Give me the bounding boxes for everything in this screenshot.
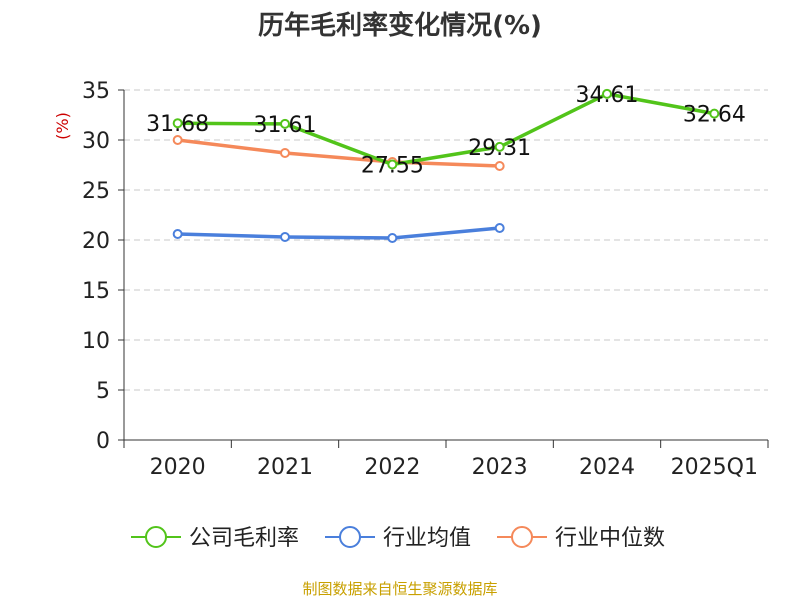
data-point: [280, 148, 290, 158]
data-label: 31.61: [254, 113, 317, 138]
legend-label: 行业均值: [383, 526, 471, 551]
data-label: 27.55: [361, 154, 424, 179]
axis-layer: 0 5 10 15 20 25 30 35 2020 2021 2022 2023 2024 2025Q1: [82, 79, 769, 480]
data-point: [280, 232, 290, 242]
data-point: [387, 233, 398, 243]
data-point: [494, 141, 505, 152]
legend-item: 公司毛利率: [131, 526, 299, 551]
legend-label: 公司毛利率: [189, 526, 299, 551]
data-label: 32.64: [683, 103, 746, 128]
x-tick-label: 2020: [150, 455, 206, 480]
x-tick-label: 2024: [579, 455, 635, 480]
source-note: 制图数据来自恒生聚源数据库: [302, 580, 497, 598]
y-tick-label: 25: [82, 179, 110, 204]
y-tick-label: 0: [96, 429, 110, 454]
legend-label: 行业中位数: [555, 526, 665, 551]
legend-marker-icon: [145, 526, 167, 548]
series-line: [175, 138, 502, 168]
data-point: [602, 88, 612, 99]
data-label: 29.31: [468, 136, 531, 161]
series-line: [175, 92, 717, 167]
data-label-layer: 31.68 31.61 27.55 29.31 34.61 32.64: [146, 83, 746, 179]
data-point: [172, 135, 183, 145]
x-tick-label: 2025Q1: [671, 455, 758, 480]
series-line: [175, 226, 502, 240]
data-point: [172, 118, 183, 129]
legend: 公司毛利率 行业均值 行业中位数: [131, 526, 665, 551]
legend-marker-icon: [339, 526, 361, 548]
x-tick-label: 2022: [364, 455, 420, 480]
y-tick-label: 15: [82, 279, 110, 304]
legend-marker-icon: [511, 526, 533, 548]
x-tick-label: 2021: [257, 455, 313, 480]
data-label: 31.68: [146, 112, 209, 137]
data-label: 34.61: [576, 83, 639, 108]
grid-layer: [124, 89, 768, 391]
data-point: [494, 223, 505, 233]
data-point: [172, 229, 183, 239]
chart-title: 历年毛利率变化情况(%): [258, 10, 542, 41]
legend-item: 行业均值: [325, 526, 471, 551]
y-tick-label: 30: [82, 129, 110, 154]
legend-item: 行业中位数: [497, 526, 665, 551]
series-layer: [172, 88, 720, 243]
data-point: [494, 161, 505, 171]
x-tick-label: 2023: [472, 455, 528, 480]
y-tick-label: 35: [82, 79, 110, 104]
data-point: [280, 118, 290, 129]
y-tick-label: 10: [82, 329, 110, 354]
data-point: [709, 108, 720, 119]
y-axis-label: (%): [53, 112, 72, 140]
y-tick-label: 5: [96, 379, 110, 404]
y-tick-label: 20: [82, 229, 110, 254]
data-point: [387, 159, 398, 170]
